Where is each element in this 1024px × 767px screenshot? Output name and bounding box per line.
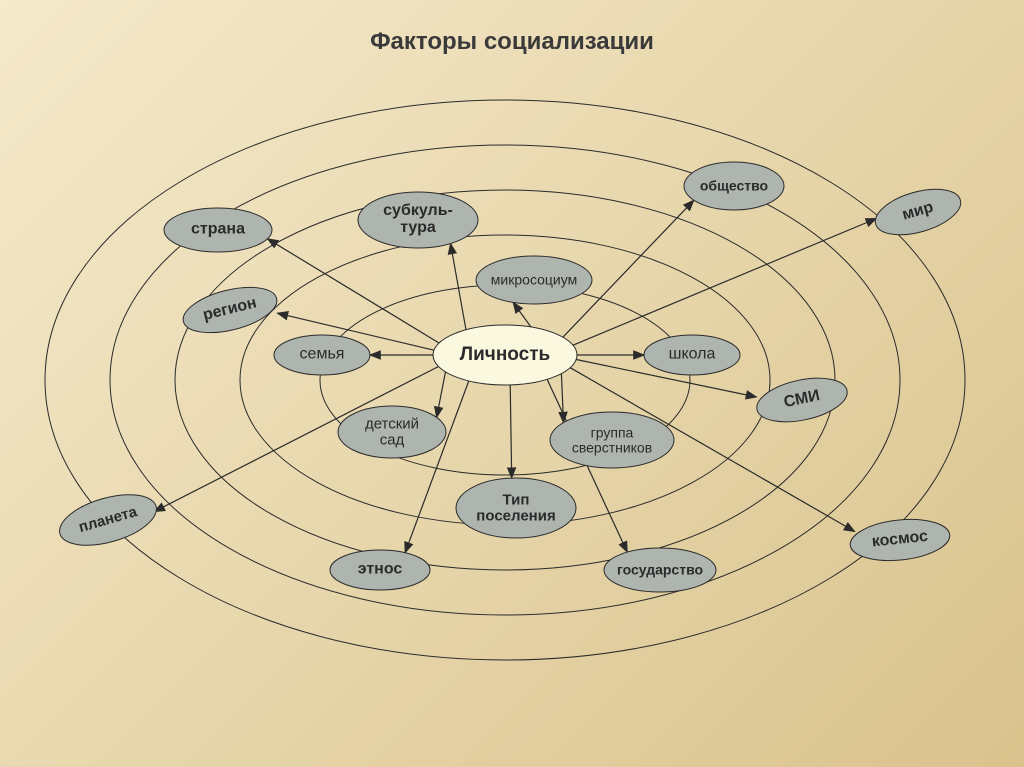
node-subculture [358,192,478,248]
diagram-svg [0,0,1024,767]
arrow-to-country [268,239,440,343]
node-settlement [456,478,576,538]
node-planet [54,485,162,555]
node-country [164,208,272,252]
node-smi [753,371,851,429]
node-family [274,335,370,375]
arrow-to-settlement [510,385,512,478]
diagram-stage: Факторы социализации Личностьмикросоциум… [0,0,1024,767]
node-peers [550,412,674,468]
node-microsocium [476,256,592,304]
arrow-to-ethnos [405,381,469,553]
arrow-to-kindergarten [437,372,446,418]
node-region [179,279,282,341]
node-society [684,162,784,210]
node-kindergarten [338,406,446,458]
arrow-to-world [573,219,876,346]
node-school [644,335,740,375]
arrow-to-microsocium [513,302,531,327]
node-state [604,548,716,592]
node-center [433,325,577,385]
node-world [870,181,966,244]
node-cosmos [848,515,952,565]
arrow-to-subculture [451,244,467,330]
node-ethnos [330,550,430,590]
